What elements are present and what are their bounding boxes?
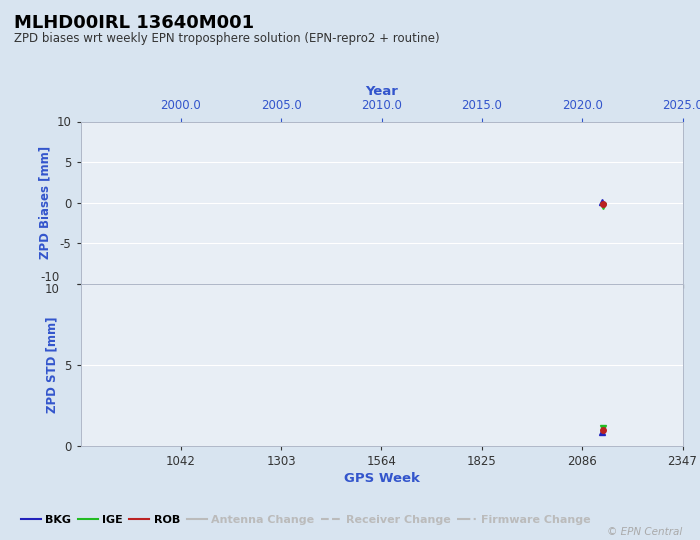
Text: ZPD biases wrt weekly EPN troposphere solution (EPN-repro2 + routine): ZPD biases wrt weekly EPN troposphere so… (14, 32, 440, 45)
Y-axis label: ZPD STD [mm]: ZPD STD [mm] (46, 316, 59, 413)
Legend: BKG, IGE, ROB, Antenna Change, Receiver Change, Firmware Change: BKG, IGE, ROB, Antenna Change, Receiver … (16, 510, 596, 529)
X-axis label: Year: Year (365, 85, 398, 98)
Text: MLHD00IRL 13640M001: MLHD00IRL 13640M001 (14, 14, 254, 31)
Y-axis label: ZPD Biases [mm]: ZPD Biases [mm] (38, 146, 51, 259)
Text: -10
10: -10 10 (41, 271, 60, 296)
Text: © EPN Central: © EPN Central (608, 527, 682, 537)
X-axis label: GPS Week: GPS Week (344, 472, 419, 485)
